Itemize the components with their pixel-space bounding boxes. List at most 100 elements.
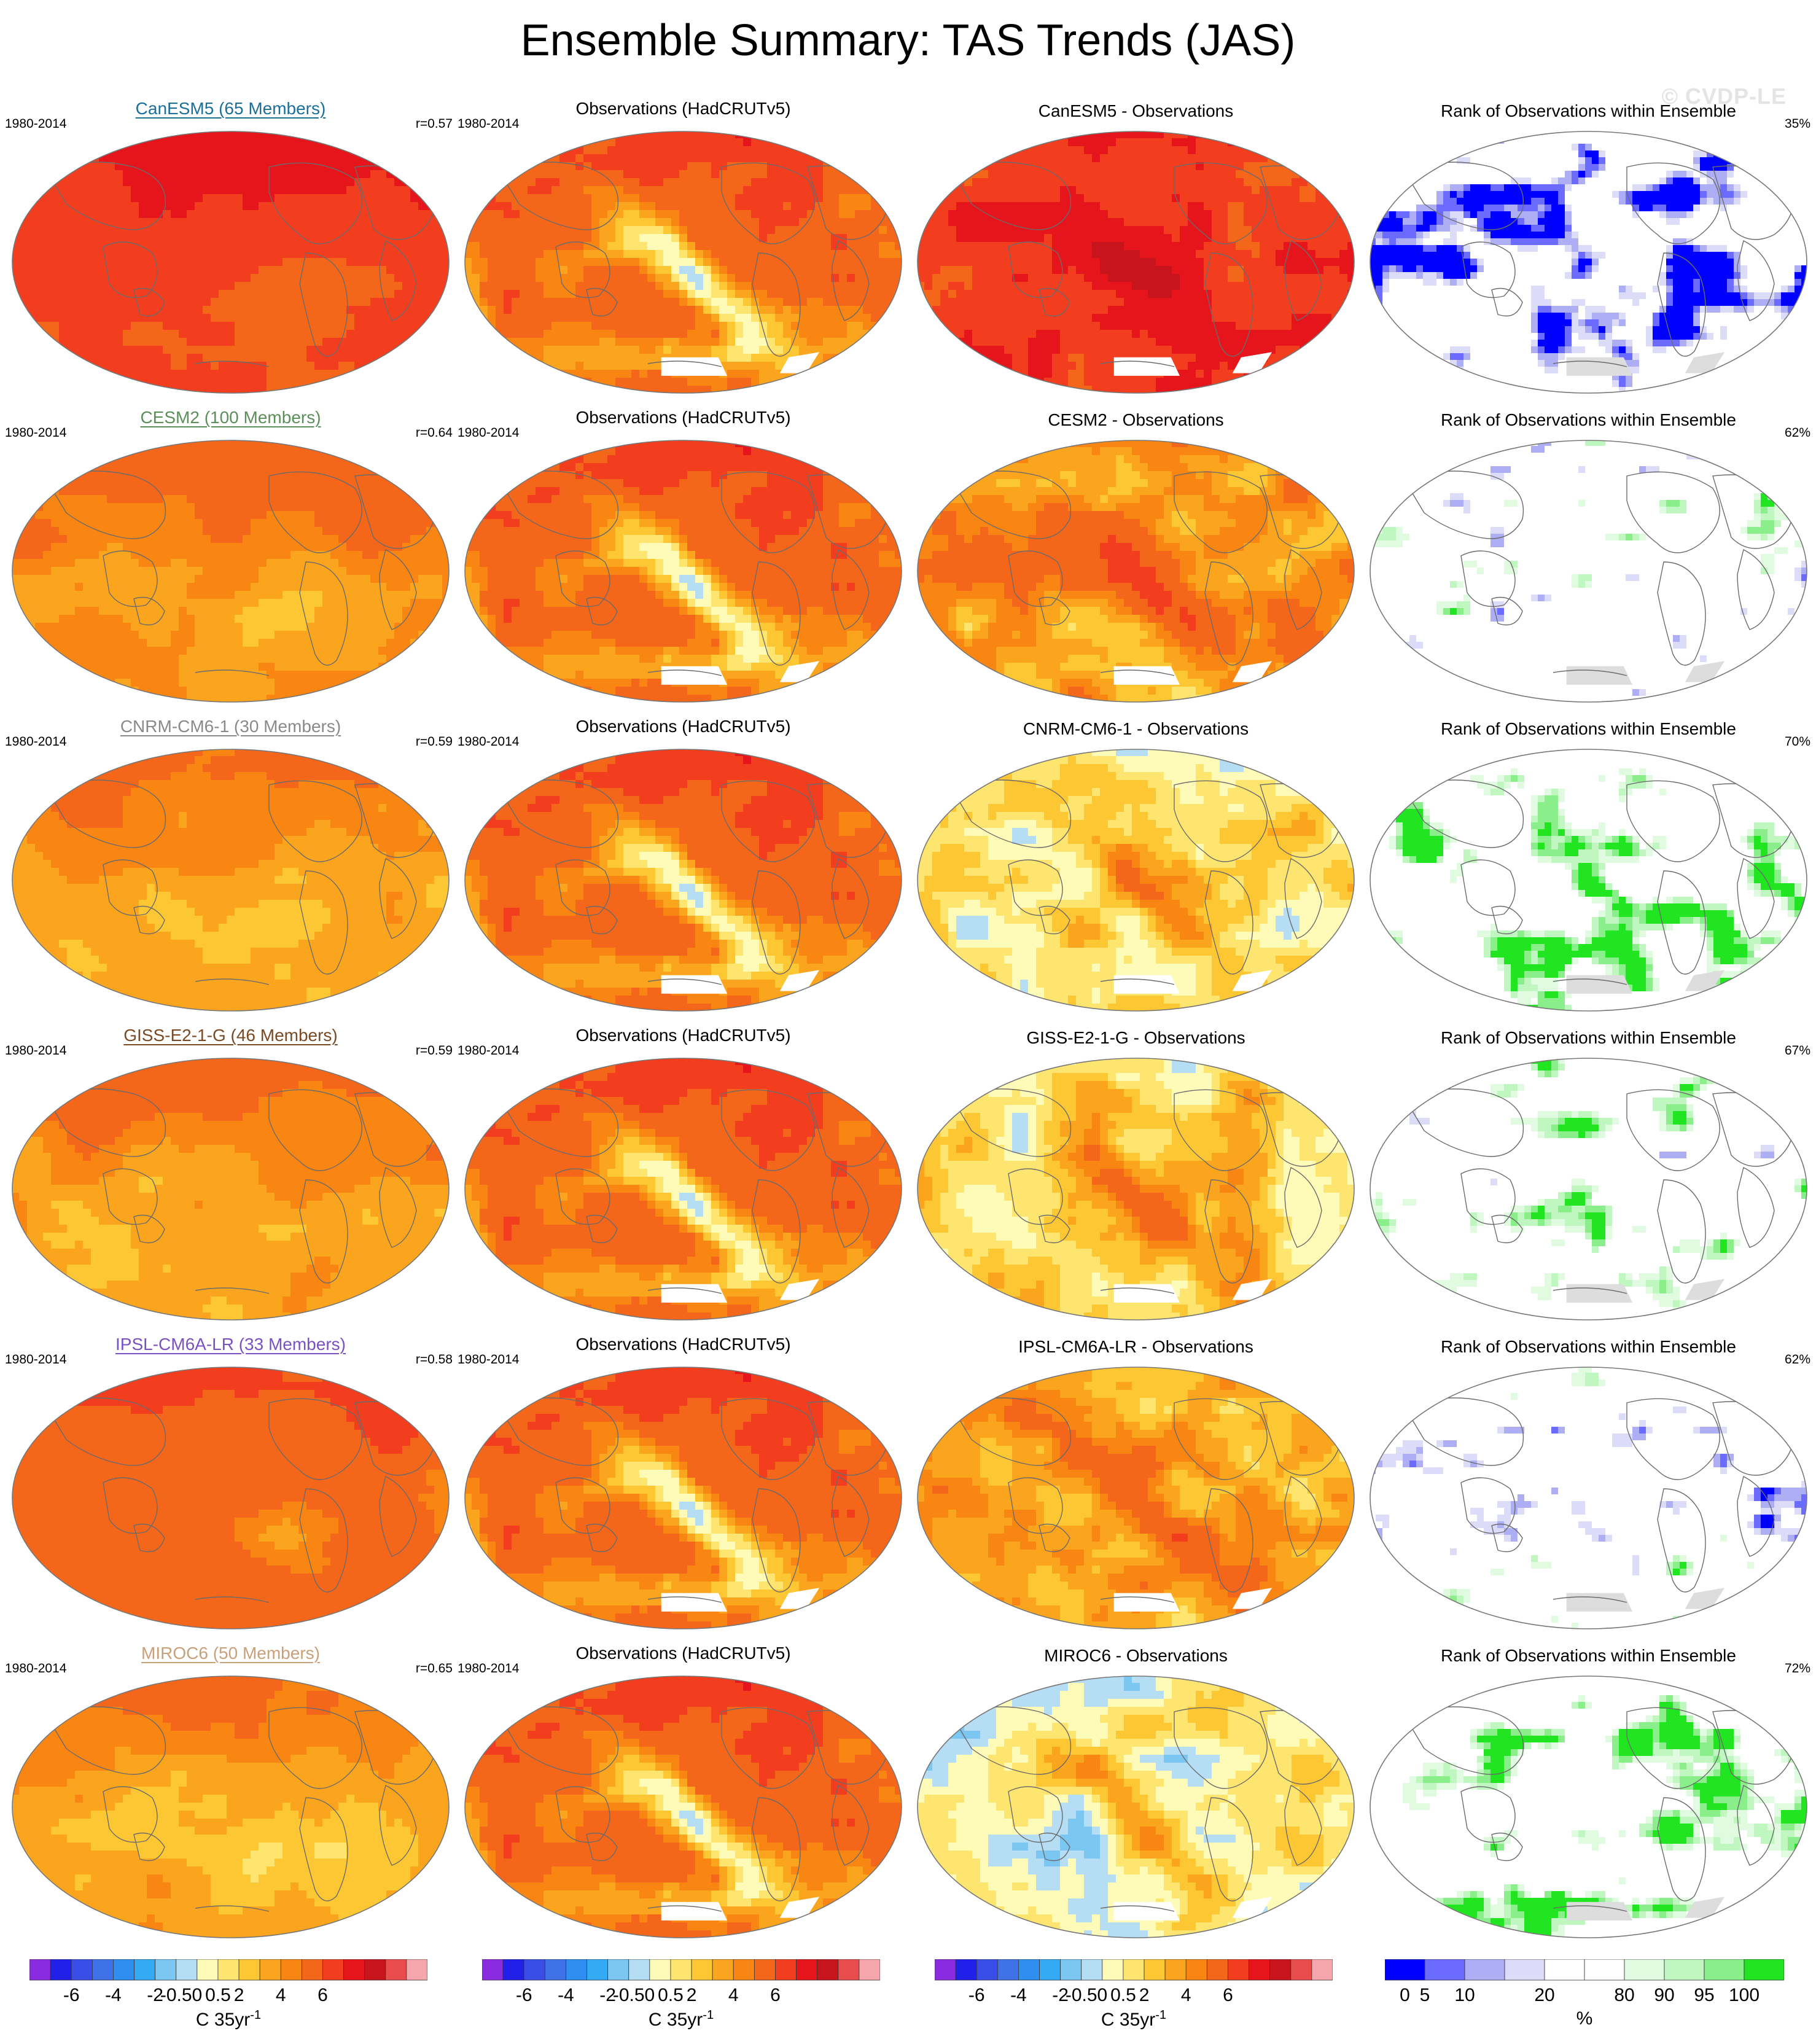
colorbar-swatch [1311, 1959, 1333, 1981]
map-border [917, 440, 1355, 703]
colorbar-swatch [482, 1959, 504, 1981]
diff-panel-title: CanESM5 - Observations [910, 101, 1362, 122]
colorbar-tick-label: -6 [499, 1985, 548, 2006]
panel-model-row-3: CNRM-CM6-1 (30 Members) 1980-2014 r=0.59 [5, 716, 456, 1023]
model-map [12, 131, 450, 394]
colorbar-tick-label: -2 [583, 1985, 633, 2006]
colorbar-swatch [1018, 1959, 1040, 1981]
colorbar-swatch [301, 1959, 323, 1981]
colorbar-tick-label: -0.5 [604, 1985, 653, 2006]
map-border [917, 1675, 1355, 1938]
missing-data-mask [1566, 1902, 1632, 1921]
colorbar-swatch [1039, 1959, 1061, 1981]
rank-panel-title: Rank of Observations within Ensemble [1363, 101, 1814, 122]
diff-map [917, 749, 1355, 1012]
colorbar-swatch [238, 1959, 260, 1981]
colorbar-swatch [1144, 1959, 1166, 1981]
map-border [917, 749, 1355, 1012]
map-border [464, 749, 902, 1012]
colorbar-swatch [50, 1959, 72, 1981]
rank-panel-title: Rank of Observations within Ensemble [1363, 1028, 1814, 1048]
units-text: C 35yr [649, 2010, 703, 2030]
colorbar-tick-label: 2 [667, 1985, 716, 2006]
rank-map [1370, 1058, 1807, 1320]
period-label: 1980-2014 [458, 1661, 519, 1676]
missing-data-mask [1113, 666, 1180, 685]
trend-colorbar-2: -6 -4 -2 -0.5 0 0.5 2 4 6 C 35yr-1 [482, 1959, 880, 2039]
diff-panel-title: CESM2 - Observations [910, 410, 1362, 431]
obs-map [464, 440, 902, 703]
obs-panel-title: Observations (HadCRUTv5) [458, 1643, 909, 1664]
rank-panel-title: Rank of Observations within Ensemble [1363, 1645, 1814, 1666]
period-label: 1980-2014 [458, 1043, 519, 1058]
colorbar-swatch [29, 1959, 51, 1981]
units-exponent: -1 [250, 2008, 261, 2022]
colorbar-swatch [176, 1959, 198, 1981]
colorbar-swatch [1664, 1959, 1705, 1981]
coastlines [500, 779, 889, 985]
colorbar-swatch [691, 1959, 713, 1981]
colorbar-swatch [343, 1959, 365, 1981]
pattern-correlation: r=0.59 [416, 1043, 453, 1058]
diff-panel-title: CNRM-CM6-1 - Observations [910, 719, 1362, 739]
rank-map [1370, 440, 1807, 703]
watermark: © CVDP-LE [1661, 84, 1787, 109]
pattern-correlation: r=0.57 [416, 117, 453, 131]
colorbar-swatch [502, 1959, 524, 1981]
model-panel-title: CNRM-CM6-1 (30 Members) [5, 716, 456, 737]
colorbar-swatch [1102, 1959, 1124, 1981]
colorbar-swatch [71, 1959, 93, 1981]
map-border [464, 1367, 902, 1629]
map-border [12, 749, 450, 1012]
colorbar-tick-label: 6 [750, 1985, 800, 2006]
colorbar-tick-label: 4 [1161, 1985, 1210, 2006]
missing-data-mask [1113, 1284, 1180, 1303]
colorbar-swatch [385, 1959, 407, 1981]
colorbar-tick-label: -2 [131, 1985, 180, 2006]
rank-percent: 62% [1785, 426, 1810, 440]
colorbar-swatch [1185, 1959, 1207, 1981]
colorbar-tick-label: 4 [709, 1985, 758, 2006]
rank-map [1370, 1675, 1807, 1938]
map-border [917, 131, 1355, 394]
period-label: 1980-2014 [458, 117, 519, 131]
coastlines [953, 779, 1342, 985]
obs-map [464, 1367, 902, 1629]
diff-map [917, 1675, 1355, 1938]
map-field [918, 1058, 1354, 1320]
map-border [1370, 749, 1807, 1012]
colorbar-swatch [817, 1959, 839, 1981]
colorbar-swatch [1424, 1959, 1465, 1981]
colorbar-tick-label: 20 [1520, 1985, 1569, 2006]
obs-map [464, 749, 902, 1012]
diff-map [917, 1058, 1355, 1320]
units-exponent: -1 [703, 2008, 714, 2022]
colorbar-tick-label: 5 [1400, 1985, 1449, 2006]
missing-data-mask [1113, 1902, 1180, 1921]
diff-map [917, 440, 1355, 703]
colorbar-units-label: C 35yr-1 [29, 2008, 427, 2030]
colorbar-swatch [1060, 1959, 1082, 1981]
colorbar-tick-label: 6 [298, 1985, 347, 2006]
period-label: 1980-2014 [458, 426, 519, 440]
colorbar-swatch [217, 1959, 240, 1981]
rank-map [1370, 131, 1807, 394]
colorbar-swatch [712, 1959, 734, 1981]
coastlines [953, 162, 1342, 367]
units-text: C 35yr [1101, 2010, 1155, 2030]
colorbar-tick-label: 0 [1078, 1985, 1127, 2006]
period-label: 1980-2014 [458, 1352, 519, 1367]
units-exponent: -1 [1155, 2008, 1166, 2022]
colorbar-swatch [1290, 1959, 1312, 1981]
colorbar-swatch [566, 1959, 587, 1981]
rank-colorbar: 0 5 10 20 80 90 95 100% [1385, 1959, 1784, 2039]
colorbar-swatch [280, 1959, 302, 1981]
colorbar-tick-label: -4 [994, 1985, 1043, 2006]
colorbar-tick-label: 6 [1203, 1985, 1252, 2006]
colorbar-swatch [197, 1959, 219, 1981]
rank-panel-title: Rank of Observations within Ensemble [1363, 1336, 1814, 1357]
colorbar-swatch [113, 1959, 134, 1981]
obs-panel-title: Observations (HadCRUTv5) [458, 716, 909, 737]
panel-obs-row-4: Observations (HadCRUTv5) 1980-2014 [458, 1025, 909, 1332]
map-border [1370, 131, 1807, 394]
